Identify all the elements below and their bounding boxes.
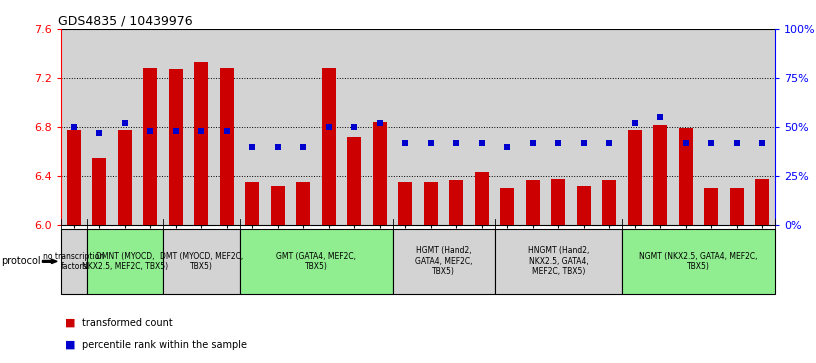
- Point: [144, 128, 157, 134]
- Point: [450, 140, 463, 146]
- Bar: [552, 179, 565, 225]
- Text: GMT (GATA4, MEF2C,
TBX5): GMT (GATA4, MEF2C, TBX5): [276, 252, 357, 271]
- Point: [374, 120, 387, 126]
- Point: [705, 140, 718, 146]
- Text: percentile rank within the sample: percentile rank within the sample: [82, 340, 246, 350]
- Text: ■: ■: [65, 318, 76, 328]
- Point: [628, 120, 641, 126]
- Bar: [622, 229, 775, 294]
- Point: [476, 140, 489, 146]
- Point: [526, 140, 539, 146]
- Point: [220, 128, 233, 134]
- Bar: [144, 68, 157, 225]
- Bar: [450, 180, 463, 225]
- Text: no transcription
factors: no transcription factors: [43, 252, 104, 271]
- Bar: [92, 158, 106, 225]
- Point: [578, 140, 591, 146]
- Point: [170, 128, 183, 134]
- Bar: [526, 180, 540, 225]
- Bar: [756, 179, 769, 225]
- Point: [399, 140, 412, 146]
- Point: [756, 140, 769, 146]
- Bar: [322, 68, 336, 225]
- Bar: [67, 130, 81, 225]
- Text: HGMT (Hand2,
GATA4, MEF2C,
TBX5): HGMT (Hand2, GATA4, MEF2C, TBX5): [415, 246, 472, 276]
- Bar: [679, 128, 693, 225]
- Text: HNGMT (Hand2,
NKX2.5, GATA4,
MEF2C, TBX5): HNGMT (Hand2, NKX2.5, GATA4, MEF2C, TBX5…: [528, 246, 589, 276]
- Point: [501, 144, 514, 150]
- Bar: [500, 188, 514, 225]
- Bar: [494, 229, 622, 294]
- Point: [322, 124, 335, 130]
- Text: protocol: protocol: [1, 256, 41, 266]
- Bar: [704, 188, 718, 225]
- Bar: [61, 229, 86, 294]
- Bar: [398, 182, 412, 225]
- Point: [195, 128, 208, 134]
- Bar: [577, 186, 591, 225]
- Point: [272, 144, 285, 150]
- Point: [93, 130, 106, 136]
- Bar: [628, 130, 642, 225]
- Point: [246, 144, 259, 150]
- Point: [68, 124, 81, 130]
- Bar: [163, 229, 240, 294]
- Text: ■: ■: [65, 340, 76, 350]
- Point: [297, 144, 310, 150]
- Bar: [296, 182, 310, 225]
- Bar: [373, 122, 387, 225]
- Point: [348, 124, 361, 130]
- Point: [680, 140, 693, 146]
- Bar: [271, 186, 285, 225]
- Text: transformed count: transformed count: [82, 318, 172, 328]
- Point: [603, 140, 616, 146]
- Bar: [348, 137, 361, 225]
- Text: DMNT (MYOCD,
NKX2.5, MEF2C, TBX5): DMNT (MYOCD, NKX2.5, MEF2C, TBX5): [82, 252, 168, 271]
- Point: [118, 120, 131, 126]
- Point: [730, 140, 743, 146]
- Bar: [86, 229, 163, 294]
- Bar: [240, 229, 392, 294]
- Text: NGMT (NKX2.5, GATA4, MEF2C,
TBX5): NGMT (NKX2.5, GATA4, MEF2C, TBX5): [640, 252, 758, 271]
- Bar: [602, 180, 616, 225]
- Point: [654, 114, 667, 120]
- Bar: [246, 182, 259, 225]
- Bar: [654, 125, 667, 225]
- Bar: [118, 130, 132, 225]
- Point: [424, 140, 437, 146]
- Bar: [169, 69, 183, 225]
- Bar: [730, 188, 744, 225]
- Bar: [220, 68, 234, 225]
- Bar: [194, 62, 208, 225]
- Bar: [392, 229, 494, 294]
- Bar: [424, 182, 438, 225]
- Text: DMT (MYOCD, MEF2C,
TBX5): DMT (MYOCD, MEF2C, TBX5): [160, 252, 243, 271]
- Point: [552, 140, 565, 146]
- Text: GDS4835 / 10439976: GDS4835 / 10439976: [58, 15, 193, 28]
- Bar: [475, 172, 489, 225]
